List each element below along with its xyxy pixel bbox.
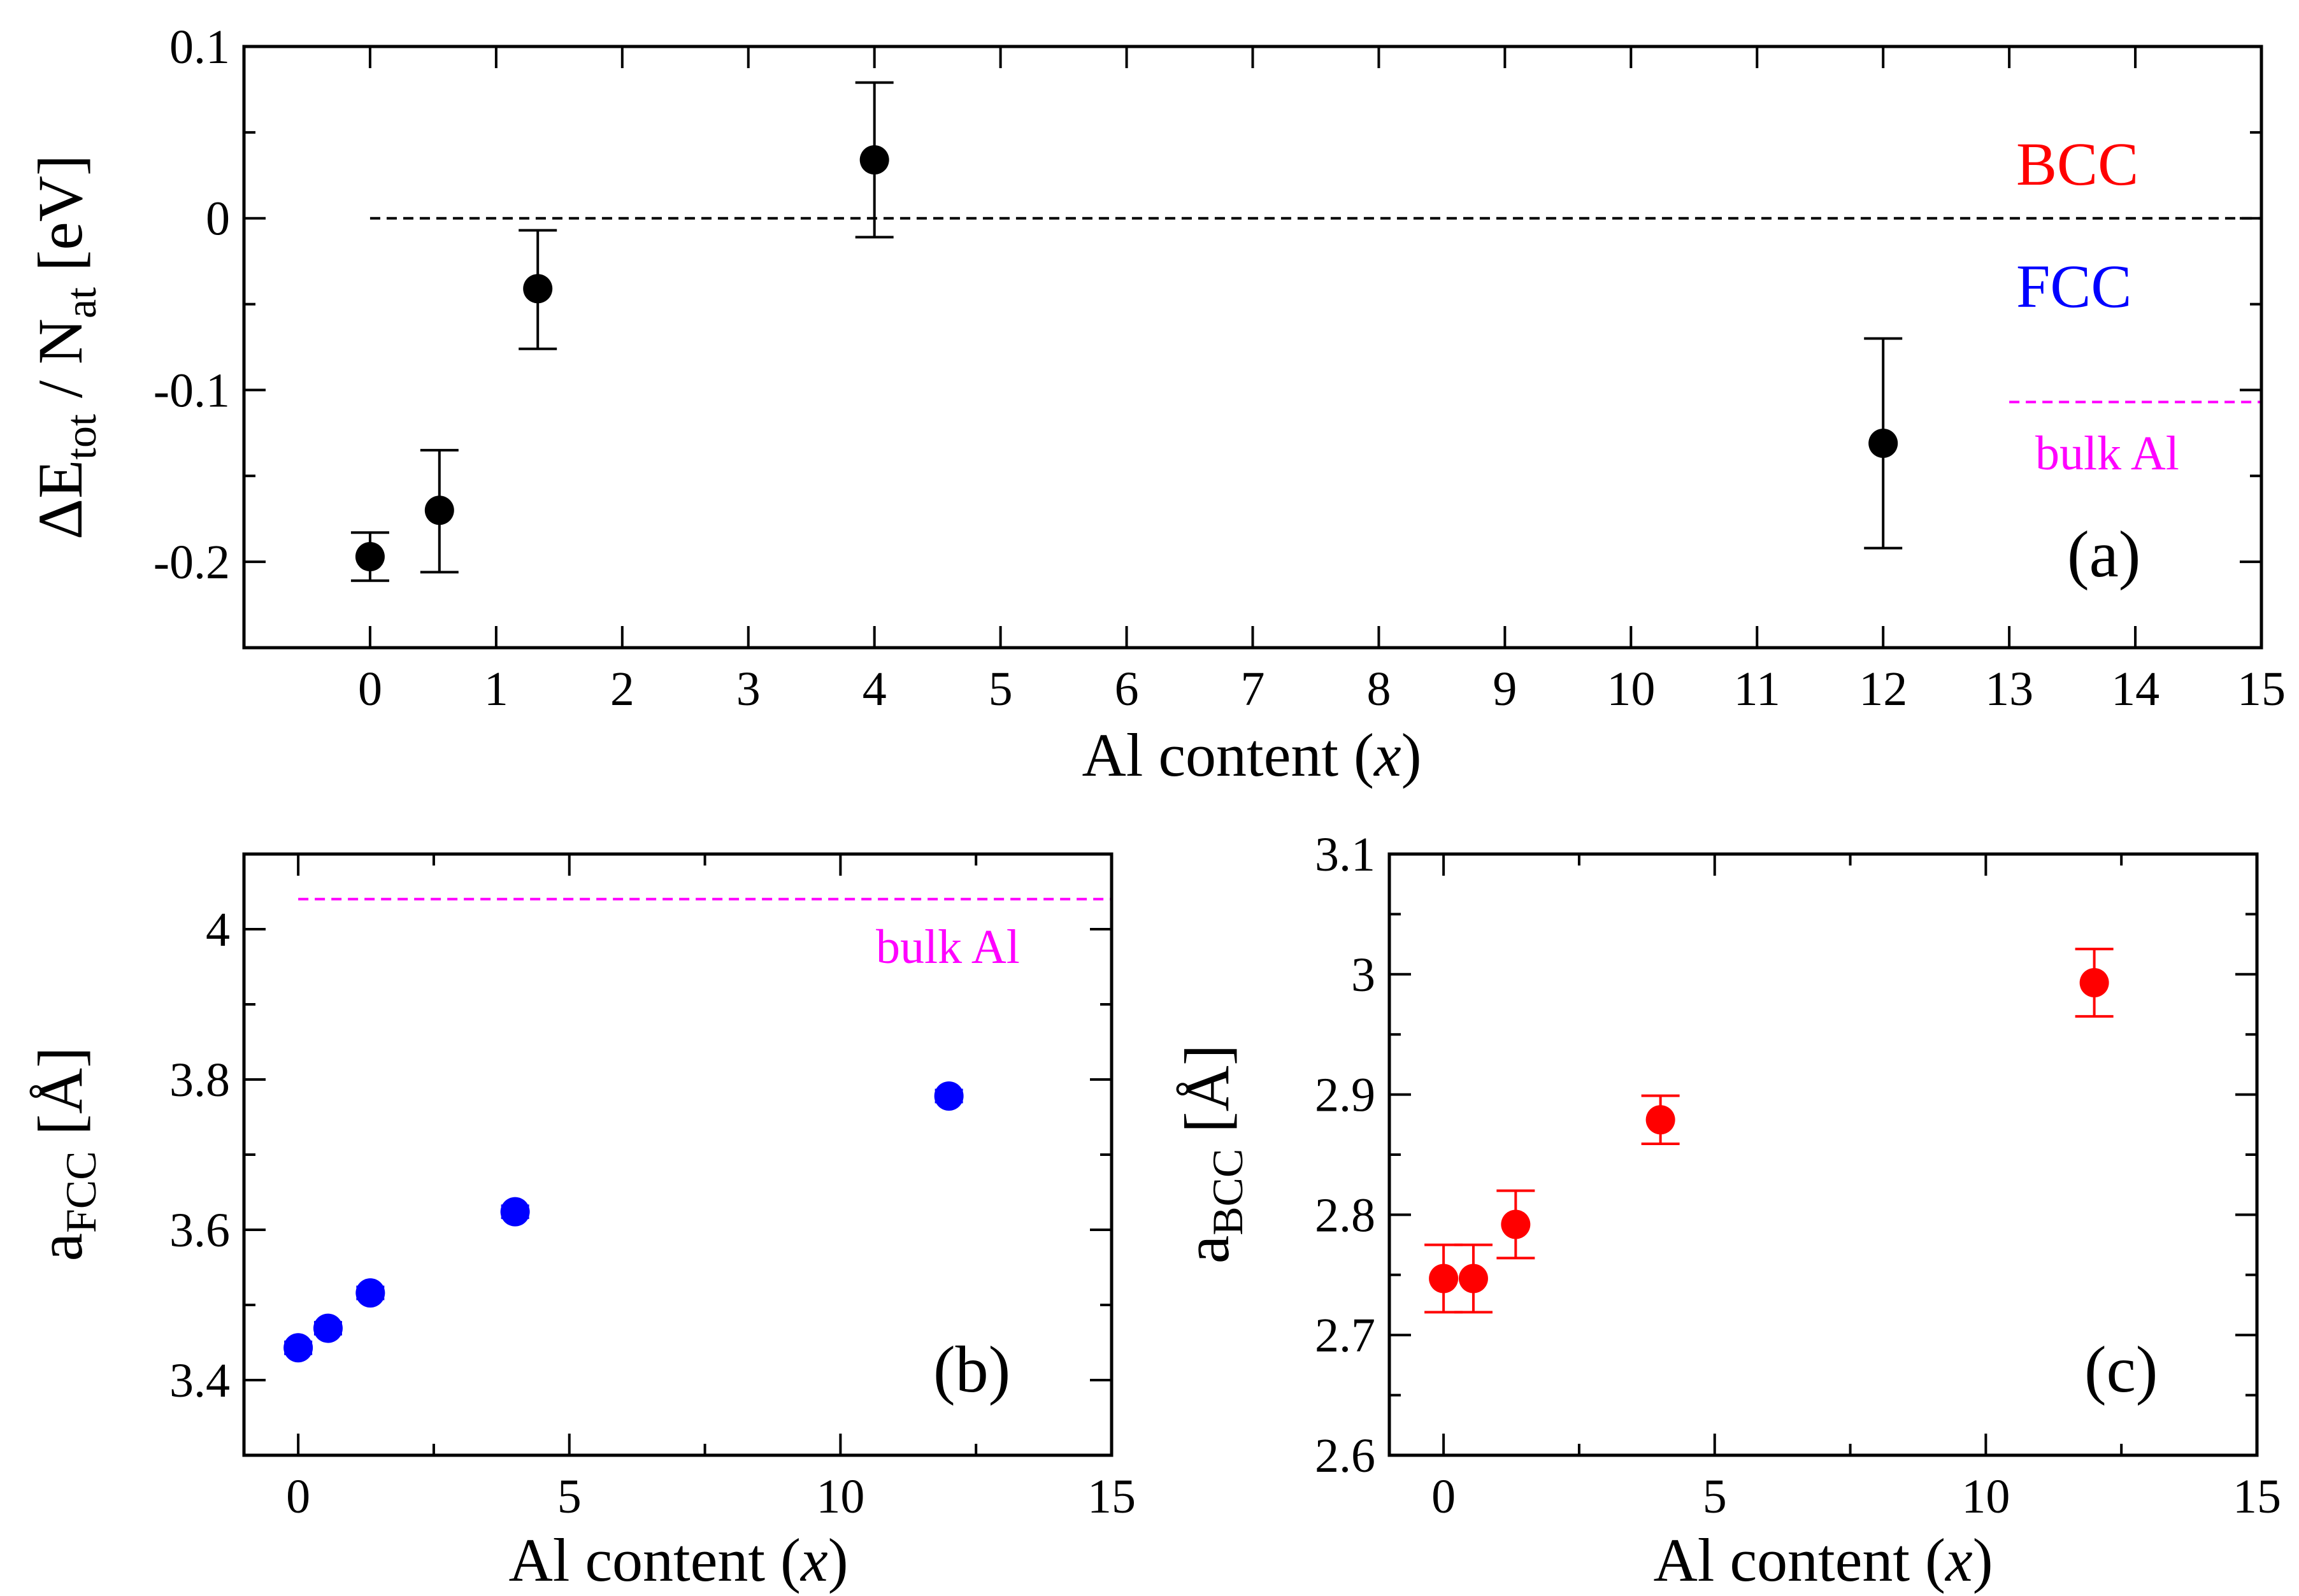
data-point	[500, 1197, 530, 1227]
panel-a-ylabel-unit: [eV]	[25, 155, 96, 287]
y-tick-label: 2.6	[1315, 1429, 1375, 1483]
data-point	[934, 1081, 964, 1111]
y-tick-label: 3.8	[169, 1053, 230, 1107]
panel-b-xlabel-var: x	[799, 1526, 828, 1594]
panel-a-xlabel-var: x	[1373, 721, 1401, 789]
y-tick-label: 2.7	[1315, 1309, 1375, 1362]
x-tick-label: 13	[1985, 662, 2033, 716]
panel-c-ylabel-sub: BCC	[1203, 1149, 1252, 1236]
y-tick-label: 4	[206, 903, 230, 957]
panel-c-xlabel-text: Al content	[1653, 1526, 1910, 1594]
data-point	[1429, 1264, 1459, 1293]
x-tick-label: 6	[1115, 662, 1139, 716]
data-point	[424, 495, 454, 525]
y-tick-label: 2.9	[1315, 1069, 1375, 1122]
y-tick-label: 3	[1351, 948, 1375, 1002]
y-tick-label: 0	[206, 192, 230, 246]
x-tick-label: 10	[1607, 662, 1655, 716]
x-tick-label: 8	[1366, 662, 1391, 716]
panel-b-ylabel-base: a	[25, 1233, 96, 1261]
x-tick-label: 1	[484, 662, 508, 716]
panel-c-ylabel-unit: [Å]	[1171, 1044, 1242, 1149]
x-tick-label: 10	[1961, 1470, 2010, 1523]
panel-a-ylabel: ΔEtot / Nat [eV]	[25, 155, 105, 539]
x-tick-label: 5	[989, 662, 1013, 716]
x-tick-label: 4	[863, 662, 887, 716]
data-point	[1645, 1105, 1675, 1135]
panel-c-xlabel: Al content (x)	[1653, 1526, 1993, 1594]
data-point	[2079, 968, 2109, 998]
x-tick-label: 9	[1493, 662, 1517, 716]
panel-a-ylabel-mid: / N	[25, 318, 96, 414]
y-tick-label: 2.8	[1315, 1188, 1375, 1242]
panel-a-xlabel: Al content (x)	[1082, 721, 1421, 789]
panel-b-frame	[242, 852, 1114, 1457]
y-tick-label: -0.1	[154, 364, 230, 417]
panel-a-frame	[242, 45, 2263, 650]
x-tick-label: 10	[816, 1470, 864, 1523]
y-tick-label: 3.1	[1315, 828, 1375, 881]
panel-b-ylabel-unit: [Å]	[25, 1047, 96, 1151]
y-tick-label: 3.6	[169, 1204, 230, 1257]
region-label-bcc: BCC	[2016, 130, 2138, 198]
x-tick-label: 0	[286, 1470, 310, 1523]
x-tick-label: 11	[1734, 662, 1780, 716]
data-point	[859, 145, 889, 175]
panel-a-ylabel-delta: ΔE	[25, 460, 96, 539]
panel-b-bulk-al-label: bulk Al	[876, 920, 1020, 974]
panel-b-ylabel-sub: FCC	[57, 1151, 105, 1233]
x-tick-label: 0	[1431, 1470, 1456, 1523]
panel-b-xlabel: Al content (x)	[508, 1526, 848, 1594]
x-tick-label: 2	[610, 662, 634, 716]
panel-b-ylabel: aFCC [Å]	[25, 1047, 105, 1262]
data-point	[355, 542, 385, 572]
region-label-fcc: FCC	[2016, 252, 2131, 320]
x-tick-label: 15	[2233, 1470, 2281, 1523]
data-point	[523, 274, 553, 304]
panel-a-ylabel-sub2: at	[57, 287, 105, 318]
x-tick-label: 0	[358, 662, 382, 716]
data-point	[1458, 1264, 1488, 1293]
data-point	[283, 1333, 313, 1363]
data-point	[313, 1313, 343, 1343]
panel-c: 0 5 10 15 2.6 2.7 2.8 2.9 3 3.1 aBCC [Å] Al conte…	[1171, 828, 2281, 1594]
panel-c-frame	[1387, 852, 2259, 1457]
panel-a-label: (a)	[2067, 518, 2140, 591]
panel-a-ylabel-sub1: tot	[57, 414, 105, 460]
x-tick-label: 15	[1087, 1470, 1136, 1523]
x-tick-label: 15	[2237, 662, 2286, 716]
x-tick-label: 3	[736, 662, 761, 716]
panel-c-xlabel-var: x	[1944, 1526, 1973, 1594]
x-tick-label: 12	[1859, 662, 1907, 716]
data-point	[1868, 429, 1898, 459]
y-tick-label: -0.2	[154, 536, 230, 589]
x-tick-label: 5	[557, 1470, 582, 1523]
x-tick-label: 14	[2111, 662, 2159, 716]
data-point	[355, 1278, 385, 1308]
data-point	[1501, 1209, 1531, 1239]
panel-c-label: (c)	[2084, 1333, 2158, 1406]
panel-c-ylabel-base: a	[1171, 1236, 1242, 1264]
panel-a: 0 1 2 3 4 5 6 7 8 9 10 11 12 13 14 150.10-0.1-0.2 ΔEtot…	[25, 20, 2286, 789]
panel-b-label: (b)	[933, 1333, 1010, 1406]
y-tick-label: 0.1	[169, 20, 230, 74]
panel-b-xlabel-text: Al content	[508, 1526, 765, 1594]
x-tick-label: 7	[1241, 662, 1265, 716]
panel-a-xlabel-text: Al content	[1082, 721, 1338, 789]
y-tick-label: 3.4	[169, 1354, 230, 1407]
panel-b: 0 5 10 15 3.4 3.6 3.8 4 aFCC [Å] Al content (x)…	[25, 852, 1136, 1594]
x-tick-label: 5	[1703, 1470, 1727, 1523]
panel-c-ylabel: aBCC [Å]	[1171, 1044, 1252, 1264]
panel-a-bulk-al-label: bulk Al	[2035, 427, 2179, 480]
